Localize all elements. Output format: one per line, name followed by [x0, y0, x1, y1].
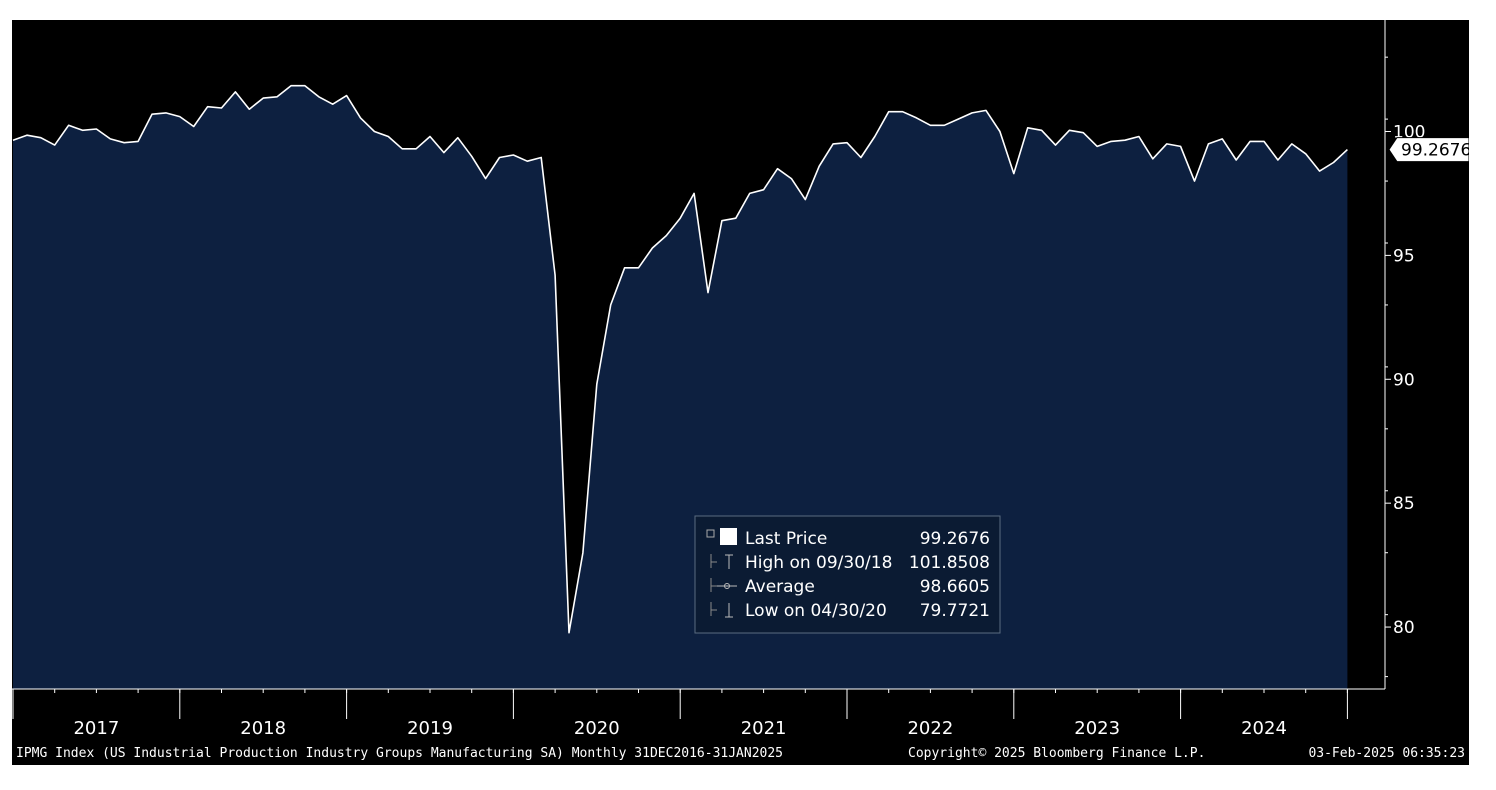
footer-copyright: Copyright© 2025 Bloomberg Finance L.P.: [908, 746, 1205, 761]
legend-value: 79.7721: [920, 601, 990, 621]
y-tick-label: 85: [1393, 494, 1415, 514]
legend-label: Low on 04/30/20: [745, 601, 887, 621]
year-label: 2020: [574, 718, 620, 739]
last-value-label: 99.2676: [1401, 141, 1469, 161]
year-label: 2019: [407, 718, 453, 739]
last-value-tag: [1388, 137, 1469, 163]
series-swatch-icon: [720, 528, 737, 545]
legend-label: High on 09/30/18: [745, 553, 892, 573]
year-label: 2018: [240, 718, 286, 739]
year-label: 2021: [741, 718, 787, 739]
footer: IPMG Index (US Industrial Production Ind…: [16, 746, 1465, 761]
legend: Last Price 99.2676 High on 09/30/18 101.850…: [694, 515, 1001, 634]
year-label: 2024: [1241, 718, 1287, 739]
collapse-icon: [706, 529, 715, 538]
chart-panel: 80 85 90 95 100 99.2676 2017 2018 2019 2020 2021 20…: [12, 20, 1469, 765]
plot-area: [12, 84, 1348, 689]
average-dot: [724, 583, 730, 589]
footer-timestamp: 03-Feb-2025 06:35:23: [1308, 746, 1465, 761]
y-tick-label: 90: [1393, 370, 1415, 390]
y-tick-label: 80: [1393, 618, 1415, 638]
legend-box: [694, 515, 1001, 634]
legend-value: 98.6605: [920, 577, 990, 597]
year-label: 2023: [1074, 718, 1120, 739]
series-area: [13, 85, 1348, 689]
legend-label: Last Price: [745, 529, 827, 549]
series-line: [12, 84, 1348, 634]
y-tick-label: 95: [1393, 246, 1415, 266]
legend-label: Average: [745, 577, 815, 597]
year-label: 2022: [907, 718, 953, 739]
legend-value: 99.2676: [920, 529, 990, 549]
footer-description: IPMG Index (US Industrial Production Ind…: [16, 746, 783, 761]
year-label: 2017: [73, 718, 119, 739]
legend-value: 101.8508: [909, 553, 990, 573]
